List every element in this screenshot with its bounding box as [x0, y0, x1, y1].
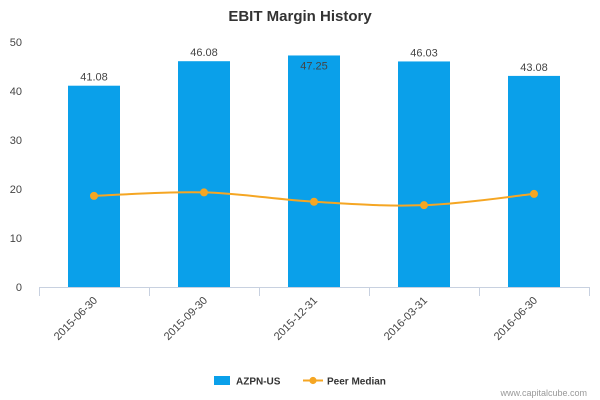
bar-data-label: 46.08 [190, 47, 218, 59]
bar-series-azpn-us [68, 55, 560, 288]
peer-median-point-2016-06-30 [530, 189, 538, 198]
chart-title: EBIT Margin History [228, 8, 372, 25]
legend-label-peer-median[interactable]: Peer Median [327, 377, 386, 388]
bar-data-label: 47.25 [300, 60, 328, 72]
bar-2016-06-30 [508, 75, 560, 288]
bar-2015-06-30 [68, 85, 120, 287]
y-tick-label: 50 [10, 37, 22, 49]
x-tick-label: 2015-12-31 [272, 295, 320, 343]
peer-median-point-2016-03-31 [420, 201, 428, 210]
y-tick-label: 0 [16, 282, 22, 294]
y-tick-label: 20 [10, 184, 22, 196]
bar-2016-03-31 [398, 61, 450, 287]
bar-2015-09-30 [178, 61, 230, 287]
peer-median-point-2015-12-31 [310, 197, 318, 206]
y-tick-label: 30 [10, 135, 22, 147]
x-tick-label: 2015-06-30 [52, 295, 100, 343]
x-tick-label: 2015-09-30 [162, 295, 210, 343]
legend-label-azpn-us[interactable]: AZPN-US [236, 377, 281, 388]
watermark-text[interactable]: www.capitalcube.com [499, 388, 587, 398]
peer-median-point-2015-06-30 [90, 191, 98, 200]
bar-data-label: 43.08 [520, 62, 548, 74]
legend-marker-peer-median [309, 376, 317, 385]
y-tick-label: 10 [10, 233, 22, 245]
bar-data-labels: 41.08 46.08 47.25 46.03 43.08 [80, 47, 548, 84]
legend: AZPN-US Peer Median [214, 376, 386, 388]
bar-2015-12-31 [288, 55, 340, 287]
bar-data-label: 41.08 [80, 72, 108, 84]
x-tick-label: 2016-03-31 [382, 295, 430, 343]
y-axis-tick-labels: 0 10 20 30 40 50 [10, 37, 22, 294]
x-tick-label: 2016-06-30 [492, 295, 540, 343]
line-series-peer-median [90, 188, 538, 210]
y-tick-label: 40 [10, 86, 22, 98]
peer-median-point-2015-09-30 [200, 188, 208, 197]
x-axis: 2015-06-30 2015-09-30 2015-12-31 2016-03-31… [39, 287, 590, 343]
bar-data-label: 46.03 [410, 47, 438, 59]
legend-swatch-azpn-us [214, 376, 230, 385]
